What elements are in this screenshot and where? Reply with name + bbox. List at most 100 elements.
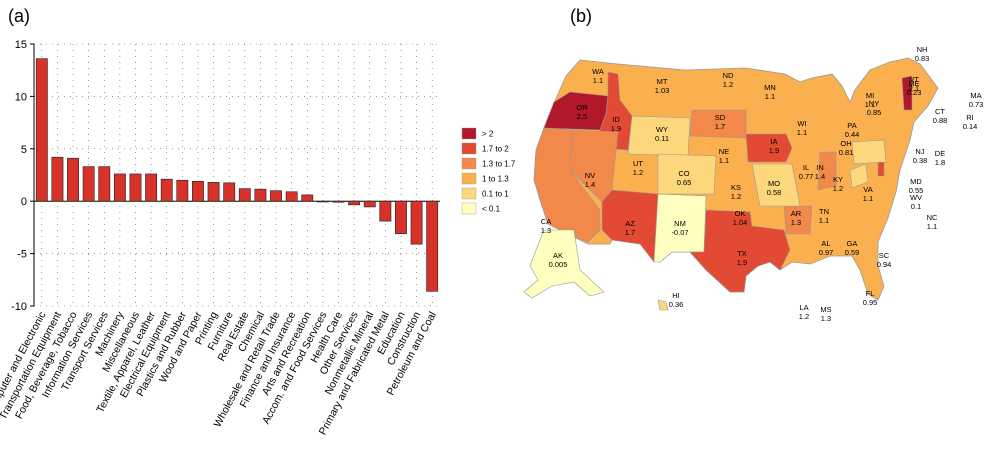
state-shape-MO xyxy=(751,163,801,207)
state-value-OH: 0.81 xyxy=(839,148,854,157)
state-value-NE: 1.1 xyxy=(719,156,729,165)
us-choropleth-map: > 2 1.7 to 2 1.3 to 1.7 1 to 1.3 0.1 to 1 < 0… xyxy=(461,45,984,323)
y-tick-label: 5 xyxy=(21,144,27,156)
state-value-ID: 1.9 xyxy=(611,124,621,133)
state-labels: WA1.1OR2.5CA1.3NV1.4ID1.9MT1.03WY0.11UT1… xyxy=(541,45,984,323)
state-value-ME: 0.23 xyxy=(907,88,922,97)
state-shape-WV xyxy=(849,163,869,189)
state-value-CA: 1.3 xyxy=(541,226,551,235)
state-abbr-VA: VA xyxy=(863,185,872,194)
state-abbr-NV: NV xyxy=(585,171,595,180)
state-value-IL: 0.77 xyxy=(799,172,814,181)
bar xyxy=(160,178,173,202)
legend-label: 1 to 1.3 xyxy=(482,175,509,184)
state-value-CT: 0.88 xyxy=(933,116,948,125)
state-value-OR: 2.5 xyxy=(577,112,587,121)
bar xyxy=(238,188,251,202)
state-abbr-HI: HI xyxy=(672,291,680,300)
state-abbr-MD: MD xyxy=(910,177,922,186)
bar xyxy=(35,58,48,202)
state-abbr-ID: ID xyxy=(612,115,620,124)
y-tick-label: -10 xyxy=(11,301,27,313)
state-value-MI: 1.1 xyxy=(865,100,875,109)
state-abbr-IN: IN xyxy=(816,163,824,172)
state-abbr-MS: MS xyxy=(820,305,831,314)
state-abbr-GA: GA xyxy=(847,239,858,248)
state-shape-IA xyxy=(745,133,793,163)
state-abbr-MA: MA xyxy=(970,91,981,100)
state-abbr-MI: MI xyxy=(866,91,874,100)
state-value-SD: 1.7 xyxy=(715,122,725,131)
panel-a-label: (a) xyxy=(8,6,30,26)
state-abbr-NJ: NJ xyxy=(915,147,924,156)
legend-label: 1.3 to 1.7 xyxy=(482,160,516,169)
state-abbr-SD: SD xyxy=(715,113,726,122)
bar xyxy=(426,200,439,292)
state-value-CO: 0.65 xyxy=(677,178,692,187)
bar xyxy=(285,191,298,202)
state-value-WV: 0.1 xyxy=(911,202,921,211)
state-abbr-ME: ME xyxy=(908,79,919,88)
state-abbr-AL: AL xyxy=(821,239,830,248)
y-tick-label: 10 xyxy=(15,91,27,103)
state-value-VT: 2.1 xyxy=(909,84,919,93)
state-value-NV: 1.4 xyxy=(585,180,595,189)
bar xyxy=(410,200,423,245)
state-abbr-DE: DE xyxy=(935,149,945,158)
bar xyxy=(270,190,282,202)
state-value-WY: 0.11 xyxy=(655,134,669,143)
state-value-MT: 1.03 xyxy=(655,86,670,95)
bar xyxy=(363,200,376,208)
state-value-AR: 1.3 xyxy=(791,218,801,227)
state-value-IN: 1.4 xyxy=(815,172,825,181)
grid xyxy=(34,43,440,307)
state-abbr-RI: RI xyxy=(966,113,974,122)
bar xyxy=(113,173,126,202)
legend-label: 1.7 to 2 xyxy=(482,145,509,154)
state-abbr-KY: KY xyxy=(833,175,843,184)
state-value-WA: 1.1 xyxy=(593,76,603,85)
state-value-TN: 1.1 xyxy=(819,216,829,225)
state-abbr-NE: NE xyxy=(719,147,729,156)
state-abbr-OK: OK xyxy=(735,209,746,218)
state-value-AK: 0.005 xyxy=(549,260,568,269)
state-value-AZ: 1.7 xyxy=(625,228,635,237)
state-value-WI: 1.1 xyxy=(797,128,807,137)
state-value-IA: 1.9 xyxy=(769,146,779,155)
state-shape-AK xyxy=(523,229,605,299)
bar xyxy=(176,179,189,202)
state-value-PA: 0.44 xyxy=(845,130,860,139)
legend-label: 0.1 to 1 xyxy=(482,190,509,199)
state-value-NM: -0.07 xyxy=(671,228,688,237)
state-shape-AR xyxy=(783,205,813,235)
state-value-UT: 1.2 xyxy=(633,168,643,177)
bar xyxy=(67,157,79,202)
state-abbr-OH: OH xyxy=(840,139,851,148)
state-abbr-IA: IA xyxy=(770,137,777,146)
bar xyxy=(129,173,142,202)
state-abbr-MT: MT xyxy=(657,77,668,86)
state-abbr-SC: SC xyxy=(879,251,890,260)
state-abbr-NH: NH xyxy=(917,45,928,54)
state-shape-PA xyxy=(851,139,887,165)
state-value-SC: 0.94 xyxy=(877,260,892,269)
state-value-ND: 1.2 xyxy=(723,80,733,89)
y-tick-label: 0 xyxy=(21,196,27,208)
state-shape-CO xyxy=(657,153,717,195)
legend-swatch xyxy=(461,187,477,200)
state-value-NC: 1.1 xyxy=(927,222,937,231)
state-abbr-IL: IL xyxy=(803,163,809,172)
bar xyxy=(348,200,361,206)
state-abbr-WI: WI xyxy=(797,119,806,128)
y-tick-label: -5 xyxy=(17,249,27,261)
state-abbr-WY: WY xyxy=(656,125,668,134)
bar xyxy=(192,180,204,202)
legend-label: < 0.1 xyxy=(482,205,501,214)
state-value-LA: 1.2 xyxy=(799,312,809,321)
legend-swatch xyxy=(461,157,477,170)
state-value-KS: 1.2 xyxy=(731,192,741,201)
bar xyxy=(254,188,267,202)
bar xyxy=(332,200,345,203)
state-value-MO: 0.58 xyxy=(767,188,782,197)
